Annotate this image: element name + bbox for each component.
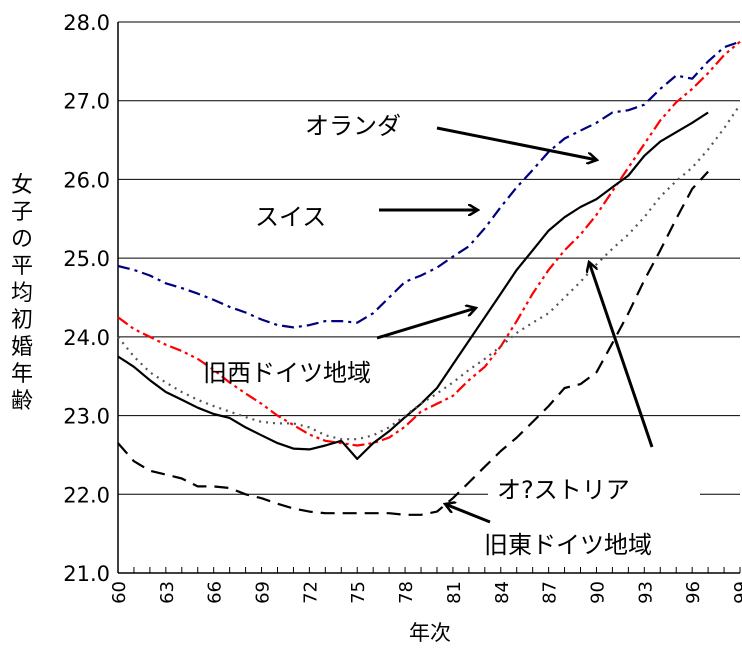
y-tick-label: 23.0 (63, 405, 110, 429)
annotation-label-0: オランダ (305, 112, 401, 140)
annotation-arrow-0 (436, 126, 597, 160)
x-axis-label: 年次 (409, 621, 451, 645)
series-line-3 (117, 104, 741, 441)
annotation-arrow-3 (589, 262, 654, 448)
y-tick-label: 26.0 (63, 168, 110, 192)
y-axis-label-char: 婚 (11, 335, 33, 360)
y-tick-label: 24.0 (63, 326, 110, 350)
label-background (478, 525, 706, 563)
annotation-label-2: 旧西ドイツ地域 (203, 359, 371, 387)
x-tick-label: 69 (253, 581, 274, 604)
label-background (488, 470, 700, 508)
y-axis-label-char: 平 (11, 254, 33, 279)
y-tick-label: 28.0 (63, 11, 110, 35)
x-tick-label: 84 (492, 581, 513, 604)
y-axis-label-char: 均 (11, 281, 33, 306)
annotation-arrows (376, 126, 654, 524)
y-tick-label: 27.0 (63, 90, 110, 114)
series-line-2 (117, 111, 709, 460)
x-tick-label: 63 (157, 581, 178, 604)
annotation-arrow-2 (376, 308, 476, 340)
x-tick-label: 90 (587, 581, 608, 604)
axes: 21.0 22.0 23.0 24.0 25.0 26.0 27.0 28.0 60 63 66 69… (63, 11, 742, 604)
y-tick-label: 21.0 (63, 562, 110, 586)
series-lines (117, 40, 741, 516)
annotation-label-1: スイス (255, 203, 326, 231)
y-tick-label: 22.0 (63, 483, 110, 507)
x-tick-label: 60 (109, 581, 130, 604)
x-tick-label: 87 (540, 581, 561, 604)
y-axis-label-char: 女 (11, 173, 33, 198)
x-tick-label: 72 (300, 581, 321, 604)
x-tick-label: 78 (396, 581, 417, 604)
annotation-label-4: 旧東ドイツ地域 (484, 531, 652, 559)
series-line-0 (117, 40, 741, 329)
x-tick-label: 93 (635, 581, 656, 604)
y-axis-label-char: 齢 (11, 389, 33, 414)
x-tick-label: 81 (444, 581, 465, 604)
y-axis-label-char: 年 (11, 362, 33, 387)
x-tick-label: 96 (683, 581, 704, 604)
y-tick-label: 25.0 (63, 247, 110, 271)
x-tick-label: 66 (205, 581, 226, 604)
y-axis-label-char: 子 (11, 200, 33, 225)
x-tick-label: 99 (731, 581, 742, 604)
annotation-label-3: オ?ストリア (497, 476, 630, 504)
annotation-arrow-4 (445, 504, 491, 524)
y-axis-label-char: の (11, 227, 33, 252)
y-axis-label-char: 初 (11, 308, 33, 333)
series-line-4 (117, 170, 709, 516)
x-tick-label: 75 (348, 581, 369, 604)
